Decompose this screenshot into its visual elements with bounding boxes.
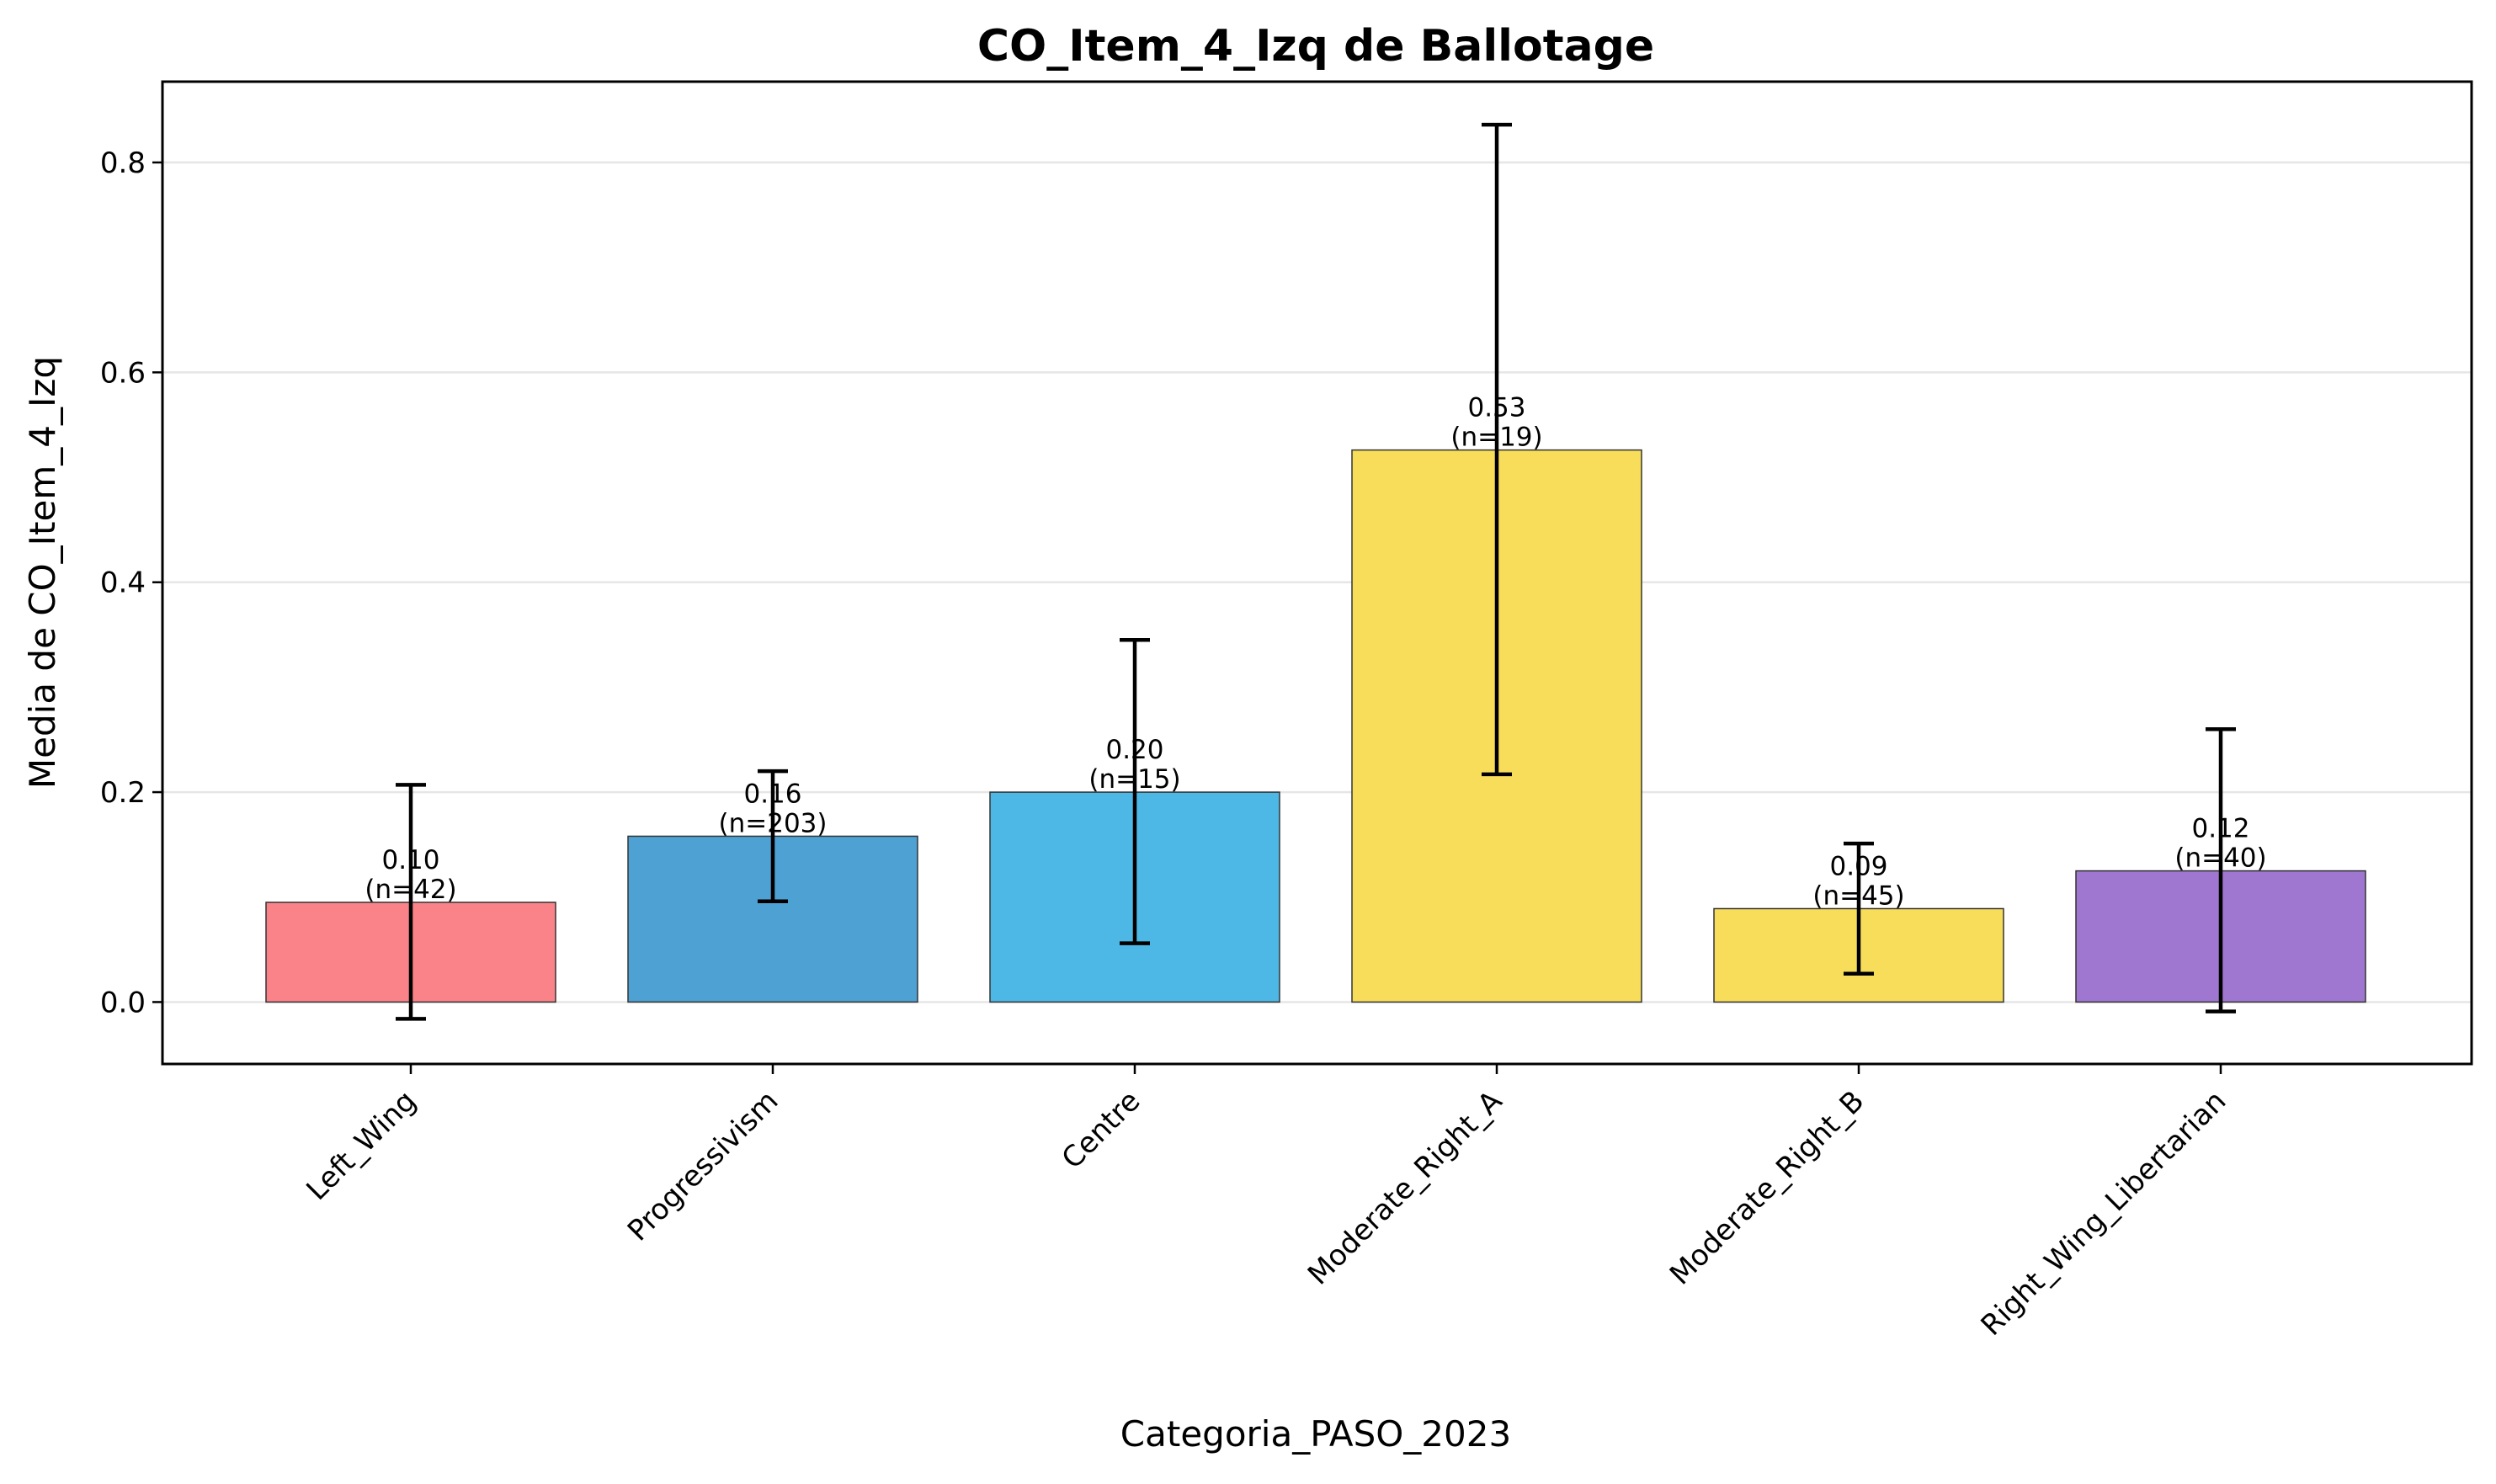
n-label: (n=19) — [1450, 423, 1542, 453]
value-label: 0.20 — [1105, 735, 1163, 765]
bars — [265, 449, 2366, 1003]
x-axis-ticks: Left_Wing Progressivism Centre Moderate_Rig… — [300, 1064, 2233, 1343]
x-tick-label: Progressivism — [621, 1084, 785, 1247]
x-tick-label: Left_Wing — [300, 1084, 423, 1207]
x-axis-label: Categoria_PASO_2023 — [1120, 1413, 1511, 1455]
value-label: 0.53 — [1467, 393, 1525, 423]
n-label: (n=45) — [1812, 880, 1904, 911]
n-label: (n=40) — [2174, 843, 2266, 874]
value-label: 0.10 — [381, 845, 439, 875]
x-tick-label: Moderate_Right_B — [1663, 1084, 1871, 1291]
n-label: (n=42) — [365, 875, 456, 905]
y-tick-label: 0.4 — [100, 566, 146, 600]
data-labels: 0.10(n=42) 0.16(n=203) 0.20(n=15) 0.53(n=19… — [365, 393, 2266, 912]
y-tick-label: 0.0 — [100, 986, 146, 1019]
value-label: 0.09 — [1829, 851, 1887, 881]
bar — [627, 835, 918, 1003]
error-bars — [396, 122, 2236, 1021]
y-tick-label: 0.8 — [100, 146, 146, 180]
n-label: (n=203) — [719, 808, 828, 838]
x-tick-label: Centre — [1056, 1084, 1147, 1176]
x-tick-label: Moderate_Right_A — [1301, 1084, 1509, 1291]
plot-frame — [161, 80, 2473, 1066]
n-label: (n=15) — [1088, 764, 1180, 795]
y-axis-label: Media de CO_Item_4_Izq — [22, 356, 63, 789]
value-label: 0.16 — [743, 779, 801, 809]
y-tick-label: 0.6 — [100, 356, 146, 390]
chart-title: CO_Item_4_Izq de Ballotage — [977, 21, 1654, 72]
y-axis-ticks: 0.0 0.2 0.4 0.6 0.8 — [100, 146, 162, 1019]
value-label: 0.12 — [2191, 814, 2249, 844]
x-tick-label: Right_Wing_Libertarian — [1975, 1084, 2233, 1343]
y-tick-label: 0.2 — [100, 776, 146, 810]
